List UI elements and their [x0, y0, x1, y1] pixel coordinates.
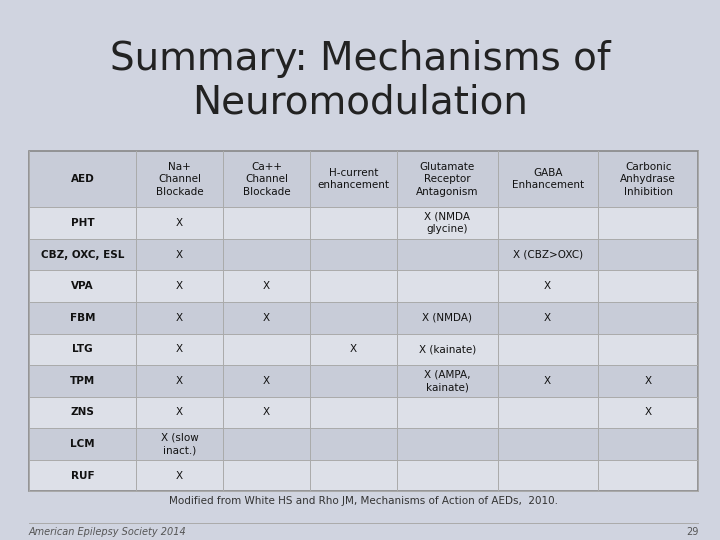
Text: X: X	[176, 376, 183, 386]
Text: AED: AED	[71, 174, 94, 184]
Text: X: X	[263, 408, 270, 417]
Text: X: X	[350, 345, 357, 354]
Text: VPA: VPA	[71, 281, 94, 291]
Text: X (NMDA): X (NMDA)	[423, 313, 472, 323]
Bar	[29, 302, 698, 334]
Text: X: X	[176, 313, 183, 323]
Text: CBZ, OXC, ESL: CBZ, OXC, ESL	[41, 249, 124, 260]
Text: X: X	[544, 376, 552, 386]
Bar	[29, 334, 698, 365]
Text: X: X	[263, 281, 270, 291]
Bar	[29, 428, 698, 460]
Text: Ca++
Channel
Blockade: Ca++ Channel Blockade	[243, 162, 290, 197]
Text: X (CBZ>OXC): X (CBZ>OXC)	[513, 249, 582, 260]
Text: X: X	[544, 313, 552, 323]
Text: X (NMDA
glycine): X (NMDA glycine)	[424, 212, 470, 234]
Text: X: X	[544, 281, 552, 291]
Text: X: X	[176, 249, 183, 260]
Bar	[29, 365, 698, 397]
Text: X: X	[176, 471, 183, 481]
Text: Glutamate
Receptor
Antagonism: Glutamate Receptor Antagonism	[416, 162, 479, 197]
Text: X (kainate): X (kainate)	[418, 345, 476, 354]
Text: X: X	[176, 218, 183, 228]
Bar	[29, 460, 698, 491]
Text: Carbonic
Anhydrase
Inhibition: Carbonic Anhydrase Inhibition	[621, 162, 676, 197]
Text: Summary: Mechanisms of
Neuromodulation: Summary: Mechanisms of Neuromodulation	[109, 40, 611, 122]
Text: ZNS: ZNS	[71, 408, 94, 417]
Text: X: X	[176, 345, 183, 354]
Text: PHT: PHT	[71, 218, 94, 228]
Bar	[29, 151, 698, 207]
Text: American Epilepsy Society 2014: American Epilepsy Society 2014	[29, 527, 186, 537]
Text: X: X	[263, 376, 270, 386]
Text: 29: 29	[686, 527, 698, 537]
Text: X: X	[263, 313, 270, 323]
Text: X: X	[176, 408, 183, 417]
Text: RUF: RUF	[71, 471, 94, 481]
Text: Modified from White HS and Rho JM, Mechanisms of Action of AEDs,  2010.: Modified from White HS and Rho JM, Mecha…	[169, 496, 558, 505]
Text: X (slow
inact.): X (slow inact.)	[161, 433, 198, 455]
Text: X (AMPA,
kainate): X (AMPA, kainate)	[424, 370, 471, 392]
Bar	[29, 271, 698, 302]
Text: LTG: LTG	[72, 345, 93, 354]
Bar	[29, 207, 698, 239]
Text: TPM: TPM	[70, 376, 95, 386]
Text: X: X	[176, 281, 183, 291]
Text: X: X	[644, 376, 652, 386]
Text: X: X	[644, 408, 652, 417]
Text: Na+
Channel
Blockade: Na+ Channel Blockade	[156, 162, 203, 197]
Text: LCM: LCM	[70, 439, 95, 449]
Bar	[29, 239, 698, 271]
Text: GABA
Enhancement: GABA Enhancement	[512, 168, 584, 191]
Text: FBM: FBM	[70, 313, 95, 323]
Bar	[29, 397, 698, 428]
Text: H-current
enhancement: H-current enhancement	[318, 168, 390, 191]
